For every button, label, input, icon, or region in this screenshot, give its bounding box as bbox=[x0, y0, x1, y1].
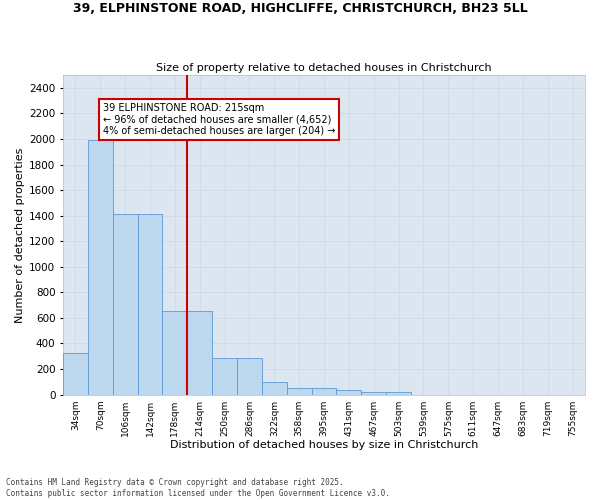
Bar bbox=[337, 390, 361, 394]
Bar bbox=[187, 311, 212, 394]
Bar bbox=[63, 353, 88, 395]
Bar bbox=[386, 392, 411, 394]
Text: 39 ELPHINSTONE ROAD: 215sqm
← 96% of detached houses are smaller (4,652)
4% of s: 39 ELPHINSTONE ROAD: 215sqm ← 96% of det… bbox=[103, 104, 335, 136]
Text: Contains HM Land Registry data © Crown copyright and database right 2025.
Contai: Contains HM Land Registry data © Crown c… bbox=[6, 478, 390, 498]
Bar bbox=[287, 388, 311, 394]
Bar bbox=[137, 214, 163, 394]
Bar bbox=[212, 358, 237, 395]
Bar bbox=[262, 382, 287, 394]
Bar bbox=[361, 392, 386, 394]
Bar bbox=[237, 358, 262, 395]
Text: 39, ELPHINSTONE ROAD, HIGHCLIFFE, CHRISTCHURCH, BH23 5LL: 39, ELPHINSTONE ROAD, HIGHCLIFFE, CHRIST… bbox=[73, 2, 527, 16]
Y-axis label: Number of detached properties: Number of detached properties bbox=[15, 147, 25, 322]
Bar bbox=[88, 140, 113, 394]
Title: Size of property relative to detached houses in Christchurch: Size of property relative to detached ho… bbox=[156, 63, 492, 73]
X-axis label: Distribution of detached houses by size in Christchurch: Distribution of detached houses by size … bbox=[170, 440, 478, 450]
Bar bbox=[311, 388, 337, 394]
Bar bbox=[113, 214, 137, 394]
Bar bbox=[163, 311, 187, 394]
